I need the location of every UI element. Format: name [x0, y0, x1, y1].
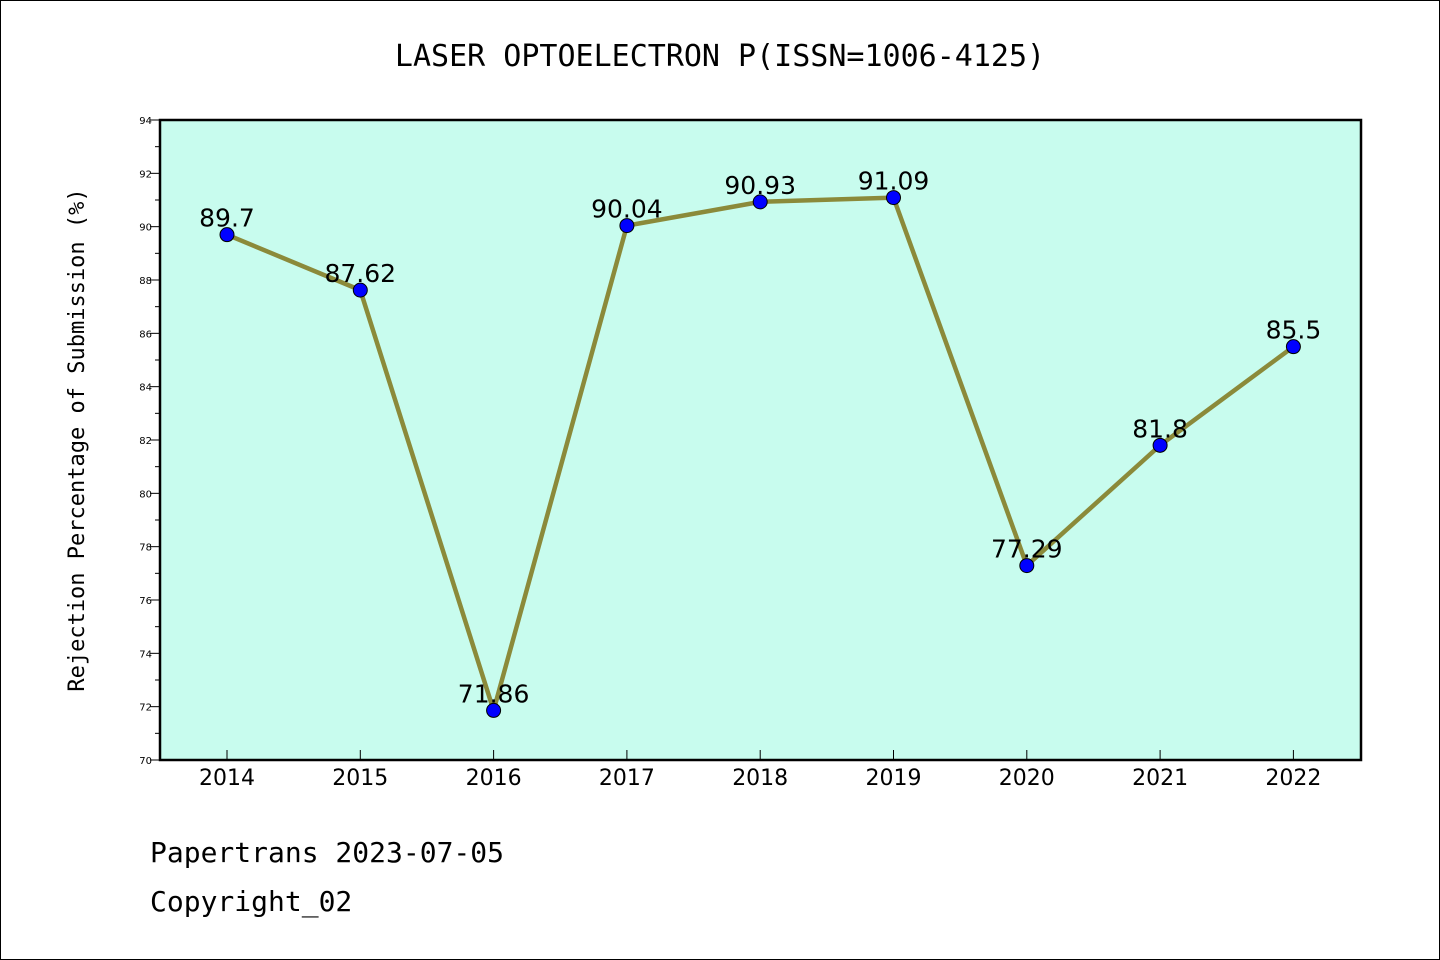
y-tick-label: 76 — [139, 596, 152, 607]
y-tick-label: 74 — [139, 649, 152, 660]
data-point — [619, 218, 635, 234]
data-point — [752, 194, 768, 210]
y-tick-label: 90 — [139, 223, 152, 234]
data-point — [352, 282, 368, 298]
x-tick-label: 2018 — [732, 766, 788, 791]
data-label: 90.04 — [591, 195, 663, 224]
x-tick-label: 2016 — [466, 766, 522, 791]
series-layer — [219, 190, 1301, 718]
y-axis-label: Rejection Percentage of Submission (%) — [65, 188, 90, 691]
y-tick-label: 78 — [139, 543, 152, 554]
data-point — [1152, 437, 1168, 453]
chart-title: LASER OPTOELECTRON P(ISSN=1006-4125) — [395, 39, 1045, 74]
data-label: 91.09 — [858, 167, 930, 196]
data-label: 90.93 — [724, 171, 796, 200]
data-label-layer: 89.7 87.62 71.86 90.04 90.93 91.09 77.29 81.8 85… — [199, 167, 1321, 709]
x-tick-label: 2022 — [1265, 766, 1321, 791]
x-tick-label: 2017 — [599, 766, 655, 791]
data-label: 77.29 — [991, 535, 1063, 564]
data-point — [486, 702, 502, 718]
y-tick-label: 86 — [139, 329, 152, 340]
x-tick-label: 2014 — [199, 766, 255, 791]
data-label: 87.62 — [325, 259, 397, 288]
footer-copyright: Copyright_02 — [150, 885, 353, 918]
y-tick-label: 92 — [139, 169, 152, 180]
y-tick-label: 94 — [139, 116, 152, 127]
x-tick-label: 2019 — [866, 766, 922, 791]
data-point — [886, 190, 901, 206]
footer-date: Papertrans 2023-07-05 — [150, 836, 505, 869]
y-tick-label: 84 — [139, 383, 152, 394]
y-axis-ticks: 70 72 74 76 78 80 82 84 86 88 90 92 94 — [139, 116, 160, 767]
data-point — [1285, 339, 1301, 355]
x-axis-ticks: 2014 2015 2016 2017 2018 2019 2020 2021 2022 — [199, 750, 1321, 791]
y-tick-label: 82 — [139, 436, 152, 447]
data-label: 89.7 — [199, 204, 255, 233]
data-point — [1019, 558, 1035, 574]
y-tick-label: 88 — [139, 276, 152, 287]
data-point — [219, 227, 235, 243]
data-label: 71.86 — [458, 679, 530, 708]
data-label: 85.5 — [1266, 316, 1322, 345]
x-tick-label: 2020 — [999, 766, 1055, 791]
y-tick-label: 72 — [139, 703, 152, 714]
x-tick-label: 2015 — [332, 766, 388, 791]
data-label: 81.8 — [1132, 414, 1188, 443]
y-tick-label: 80 — [139, 489, 152, 500]
y-tick-label: 70 — [139, 756, 152, 767]
x-tick-label: 2021 — [1132, 766, 1188, 791]
